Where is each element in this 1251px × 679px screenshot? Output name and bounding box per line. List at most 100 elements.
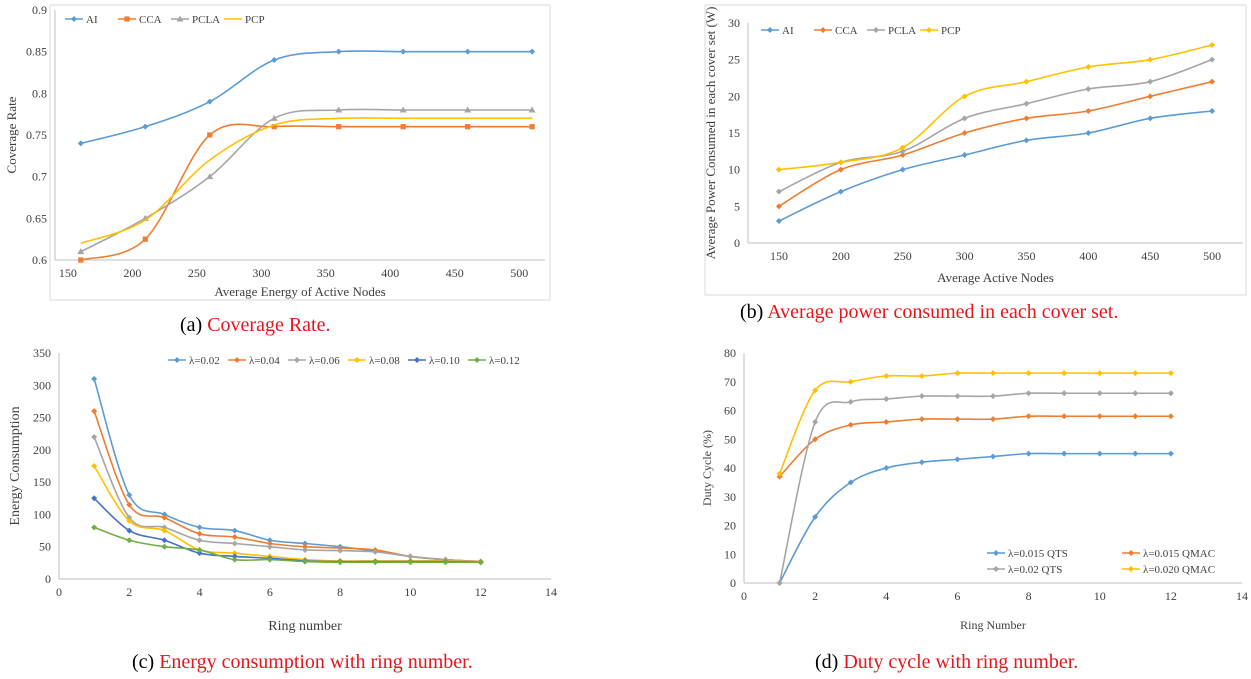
data-point	[196, 546, 203, 553]
series-2	[775, 56, 1216, 195]
chart-a-svg: 150 200 250 300 350 400 450 500 0.6 0.65 0.7 0.75 0.…	[4, 3, 551, 301]
data-point	[231, 534, 238, 541]
data-point	[372, 559, 379, 566]
x-tick-label: 2	[812, 589, 818, 603]
data-point	[990, 393, 996, 400]
x-tick-label: 450	[1141, 249, 1159, 263]
data-point	[812, 387, 819, 394]
data-point	[899, 144, 906, 151]
data-point	[1023, 137, 1030, 144]
legend: λ=0.02 λ=0.04 λ=0.06 λ=0.08 λ=0.10 λ=0.12	[168, 355, 520, 367]
data-point	[1025, 413, 1032, 420]
x-tick-label: 12	[1165, 589, 1177, 603]
x-tick-label: 300	[252, 266, 270, 280]
y-tick-label: 100	[33, 507, 51, 521]
x-tick-label: 10	[1094, 589, 1106, 603]
series-line	[80, 108, 533, 253]
data-point	[775, 166, 782, 173]
data-point	[161, 514, 168, 521]
legend-label: PCP	[941, 25, 961, 37]
data-point	[883, 465, 890, 471]
legend-marker	[414, 357, 420, 363]
y-tick-label: 25	[728, 53, 740, 67]
x-tick-label: 14	[1236, 589, 1248, 603]
chart-d-svg: 0 2 4 6 8 10 12 14 0 10 20 30 40 50 60 70 80 Ring Number D…	[700, 346, 1248, 632]
data-point	[161, 537, 168, 544]
legend-marker	[926, 27, 932, 33]
legend-label: λ=0.08	[369, 355, 400, 367]
legend-label: λ=0.015 QMAC	[1143, 548, 1215, 560]
data-point	[161, 524, 168, 531]
caption-d-prefix: (d)	[815, 651, 844, 673]
data-point	[337, 559, 344, 566]
data-point	[77, 248, 85, 255]
y-tick-label: 0.65	[26, 211, 47, 225]
chart-frame	[49, 4, 551, 301]
series-0	[91, 375, 484, 565]
data-point	[196, 537, 203, 544]
data-point	[464, 106, 472, 113]
legend-label: PCP	[245, 14, 265, 26]
x-tick-label: 0	[56, 585, 62, 599]
y-tick-label: 60	[724, 404, 736, 418]
series-line	[778, 44, 1213, 171]
data-point	[837, 166, 844, 173]
data-point	[1061, 450, 1068, 457]
data-point	[918, 393, 925, 400]
data-point	[335, 106, 343, 113]
data-point	[266, 556, 273, 563]
data-point	[126, 501, 133, 508]
data-point	[91, 463, 98, 469]
legend: λ=0.015 QTS λ=0.015 QMAC λ=0.02 QTS λ=0.020…	[987, 548, 1215, 576]
series-line	[93, 410, 481, 563]
chart-a-panel: 150 200 250 300 350 400 450 500 0.6 0.65 0.7 0.75 0.…	[0, 0, 620, 340]
data-point	[899, 166, 906, 173]
data-point	[231, 540, 238, 547]
x-tick-label: 250	[894, 249, 912, 263]
series-line	[93, 497, 481, 564]
y-axis-label: Energy Consumption	[8, 406, 23, 525]
legend-marker	[767, 27, 773, 33]
data-point	[1023, 115, 1030, 122]
data-point	[954, 456, 961, 463]
series-line	[93, 378, 481, 563]
y-tick-label: 0.75	[26, 128, 47, 142]
series-5	[91, 524, 484, 566]
data-point	[91, 524, 98, 531]
data-point	[78, 257, 84, 263]
data-point	[372, 548, 379, 555]
x-tick-label: 10	[404, 585, 416, 599]
x-axis-label: Ring Number	[960, 618, 1026, 632]
data-point	[77, 140, 84, 147]
legend-marker	[234, 357, 240, 363]
data-point	[266, 543, 273, 550]
y-tick-label: 350	[33, 346, 51, 360]
legend-marker	[1128, 566, 1134, 572]
x-tick-label: 200	[123, 266, 141, 280]
data-point	[1096, 390, 1103, 397]
caption-c: (c) Energy consumption with ring number.	[132, 651, 473, 674]
data-point	[961, 115, 968, 122]
x-tick-label: 0	[741, 589, 747, 603]
data-point	[918, 373, 925, 379]
series-line	[778, 110, 1213, 222]
data-point	[847, 479, 854, 486]
series-line	[778, 80, 1213, 208]
legend-label: AI	[782, 25, 794, 37]
y-tick-label: 150	[33, 475, 51, 489]
data-point	[1096, 450, 1103, 457]
caption-a-text: Coverage Rate.	[207, 314, 331, 336]
series-line	[80, 123, 533, 261]
data-point	[1209, 42, 1216, 48]
y-tick-label: 20	[728, 89, 740, 103]
data-point	[1147, 93, 1154, 100]
data-point	[1209, 108, 1216, 114]
data-point	[399, 106, 407, 113]
data-point	[161, 511, 168, 518]
data-point	[812, 419, 819, 425]
data-point	[1132, 390, 1139, 397]
caption-d: (d) Duty cycle with ring number.	[815, 651, 1078, 674]
y-axis-label: Coverage Rate	[4, 96, 19, 173]
data-point	[1085, 64, 1092, 70]
y-tick-label: 200	[33, 443, 51, 457]
